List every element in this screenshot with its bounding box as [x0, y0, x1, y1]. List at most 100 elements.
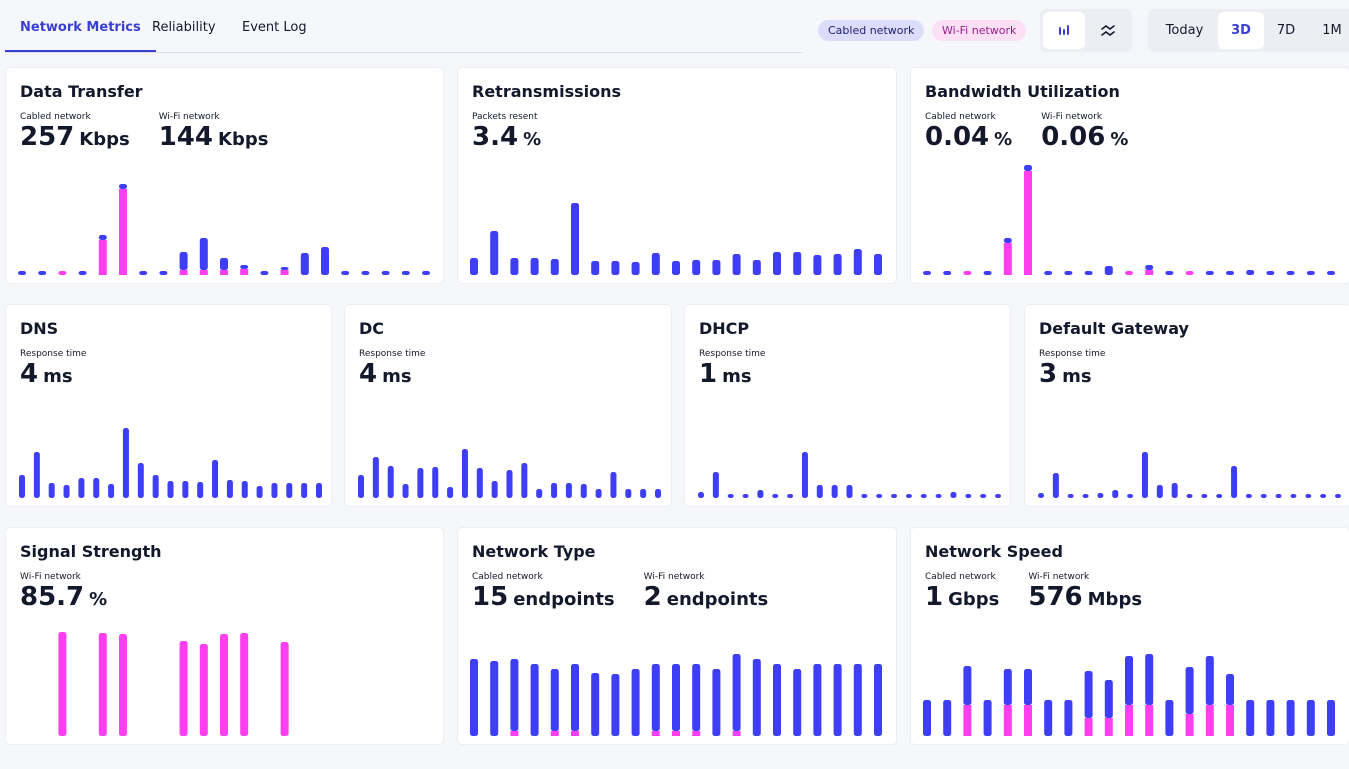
cabled-bar: [813, 255, 822, 275]
cabled-bar: [256, 486, 263, 498]
metric-value: 0.04: [925, 122, 990, 152]
cabled-bar: [591, 261, 600, 275]
wifi-bar: [179, 641, 188, 736]
range-button[interactable]: 7D: [1276, 23, 1296, 38]
cabled-bar: [300, 253, 309, 275]
bar-view-button[interactable]: [1043, 12, 1085, 49]
cabled-bar: [793, 252, 802, 275]
cabled-bar: [167, 481, 174, 498]
view-toggle: [1040, 9, 1132, 52]
metric-value-row: 257 Kbps: [20, 122, 130, 152]
cabled-bar: [1290, 494, 1297, 498]
cabled-bar: [727, 494, 734, 498]
cabled-bar: [271, 483, 278, 498]
cabled-bar: [773, 252, 781, 275]
cabled-bar: [152, 475, 159, 498]
cabled-bar: [1205, 656, 1214, 705]
cabled-bar: [260, 271, 269, 275]
metric-card: Network Speed Cabled network 1 Gbps Wi-Fi ne…: [911, 528, 1349, 744]
legend-pill: Wi-Fi network: [932, 20, 1027, 41]
metric: Wi-Fi network 2 endpoints: [644, 572, 769, 612]
range-button[interactable]: 3D: [1218, 12, 1264, 49]
cabled-bar: [1112, 490, 1119, 498]
cabled-bar: [1141, 452, 1148, 498]
wifi-bar: [1185, 271, 1194, 275]
metric-value-row: 4 ms: [20, 359, 86, 389]
cabled-bar: [752, 659, 761, 736]
card-title: Default Gateway: [1039, 319, 1189, 338]
metrics: Response time 3 ms: [1039, 349, 1105, 389]
metric-card: Data Transfer Cabled network 257 Kbps Wi-Fi …: [6, 68, 443, 283]
range-button[interactable]: Today: [1165, 23, 1204, 38]
cabled-bar: [1327, 700, 1335, 736]
cabled-bar: [935, 494, 942, 498]
range-toggle: Today 3D 7D 1M: [1148, 9, 1349, 52]
metric: Cabled network 257 Kbps: [20, 112, 130, 152]
cabled-bar: [422, 271, 430, 275]
cabled-bar: [698, 492, 704, 498]
metric-label: Response time: [20, 349, 87, 359]
bar-icon: [1059, 25, 1069, 35]
wifi-bar: [1145, 270, 1154, 275]
cabled-bar: [752, 260, 761, 275]
metric: Wi-Fi network 0.06%: [1041, 112, 1128, 152]
cabled-bar: [521, 463, 528, 498]
line-view-button[interactable]: [1087, 12, 1129, 49]
cabled-bar: [651, 664, 660, 731]
metric-value: 1: [699, 359, 718, 389]
cabled-bar: [1286, 271, 1295, 275]
tab[interactable]: Event Log: [242, 20, 307, 35]
active-tab-indicator: [5, 50, 156, 52]
cabled-bar: [1306, 700, 1315, 736]
cabled-bar: [321, 247, 329, 275]
wifi-bar: [280, 270, 289, 275]
cabled-bar: [813, 664, 822, 736]
cabled-bar: [316, 483, 322, 498]
cabled-bar: [920, 494, 927, 498]
cabled-bar: [220, 258, 228, 270]
cabled-bar: [1145, 265, 1154, 270]
cabled-bar: [197, 482, 204, 498]
cabled-bar: [461, 449, 468, 498]
tab[interactable]: Network Metrics: [20, 20, 141, 35]
cabled-bar: [591, 673, 600, 736]
cabled-bar: [1165, 700, 1174, 736]
cabled-bar: [280, 267, 289, 270]
metric: Wi-Fi network 144 Kbps: [159, 112, 269, 152]
cabled-bar: [1226, 674, 1234, 705]
wifi-bar: [240, 269, 249, 275]
wifi-bar: [98, 633, 107, 736]
metric-unit: ms: [1062, 366, 1092, 387]
cabled-bar: [1044, 271, 1053, 275]
wifi-bar: [732, 731, 741, 736]
cabled-bar: [861, 494, 868, 498]
cabled-bar: [301, 483, 308, 498]
cabled-bar: [432, 467, 439, 498]
cabled-bar: [1205, 271, 1214, 275]
cabled-bar: [139, 271, 148, 275]
line-icon: [1101, 25, 1115, 36]
cabled-bar: [98, 235, 107, 240]
metric: Response time 3 ms: [1039, 349, 1105, 389]
cabled-bar: [470, 659, 478, 736]
cabled-bar: [874, 254, 882, 275]
metric-label: Wi-Fi network: [643, 572, 705, 582]
cabled-bar: [490, 231, 499, 275]
cabled-bar: [1165, 271, 1174, 275]
cabled-bar: [672, 261, 680, 275]
tab[interactable]: Reliability: [152, 20, 216, 35]
cabled-bar: [983, 271, 992, 275]
cabled-bar: [286, 483, 293, 498]
cabled-bar: [510, 659, 519, 731]
cabled-bar: [108, 484, 115, 498]
cabled-bar: [1185, 667, 1194, 714]
cabled-bar: [1052, 473, 1059, 498]
wifi-bar: [240, 633, 249, 736]
cabled-bar: [787, 494, 794, 498]
range-button[interactable]: 1M: [1322, 23, 1342, 38]
metric-value: 3: [1039, 359, 1058, 389]
metric-card: DNS Response time 4 ms: [6, 305, 331, 506]
wifi-bar: [963, 271, 972, 275]
cabled-bar: [1246, 700, 1255, 736]
cabled-bar: [571, 203, 579, 275]
